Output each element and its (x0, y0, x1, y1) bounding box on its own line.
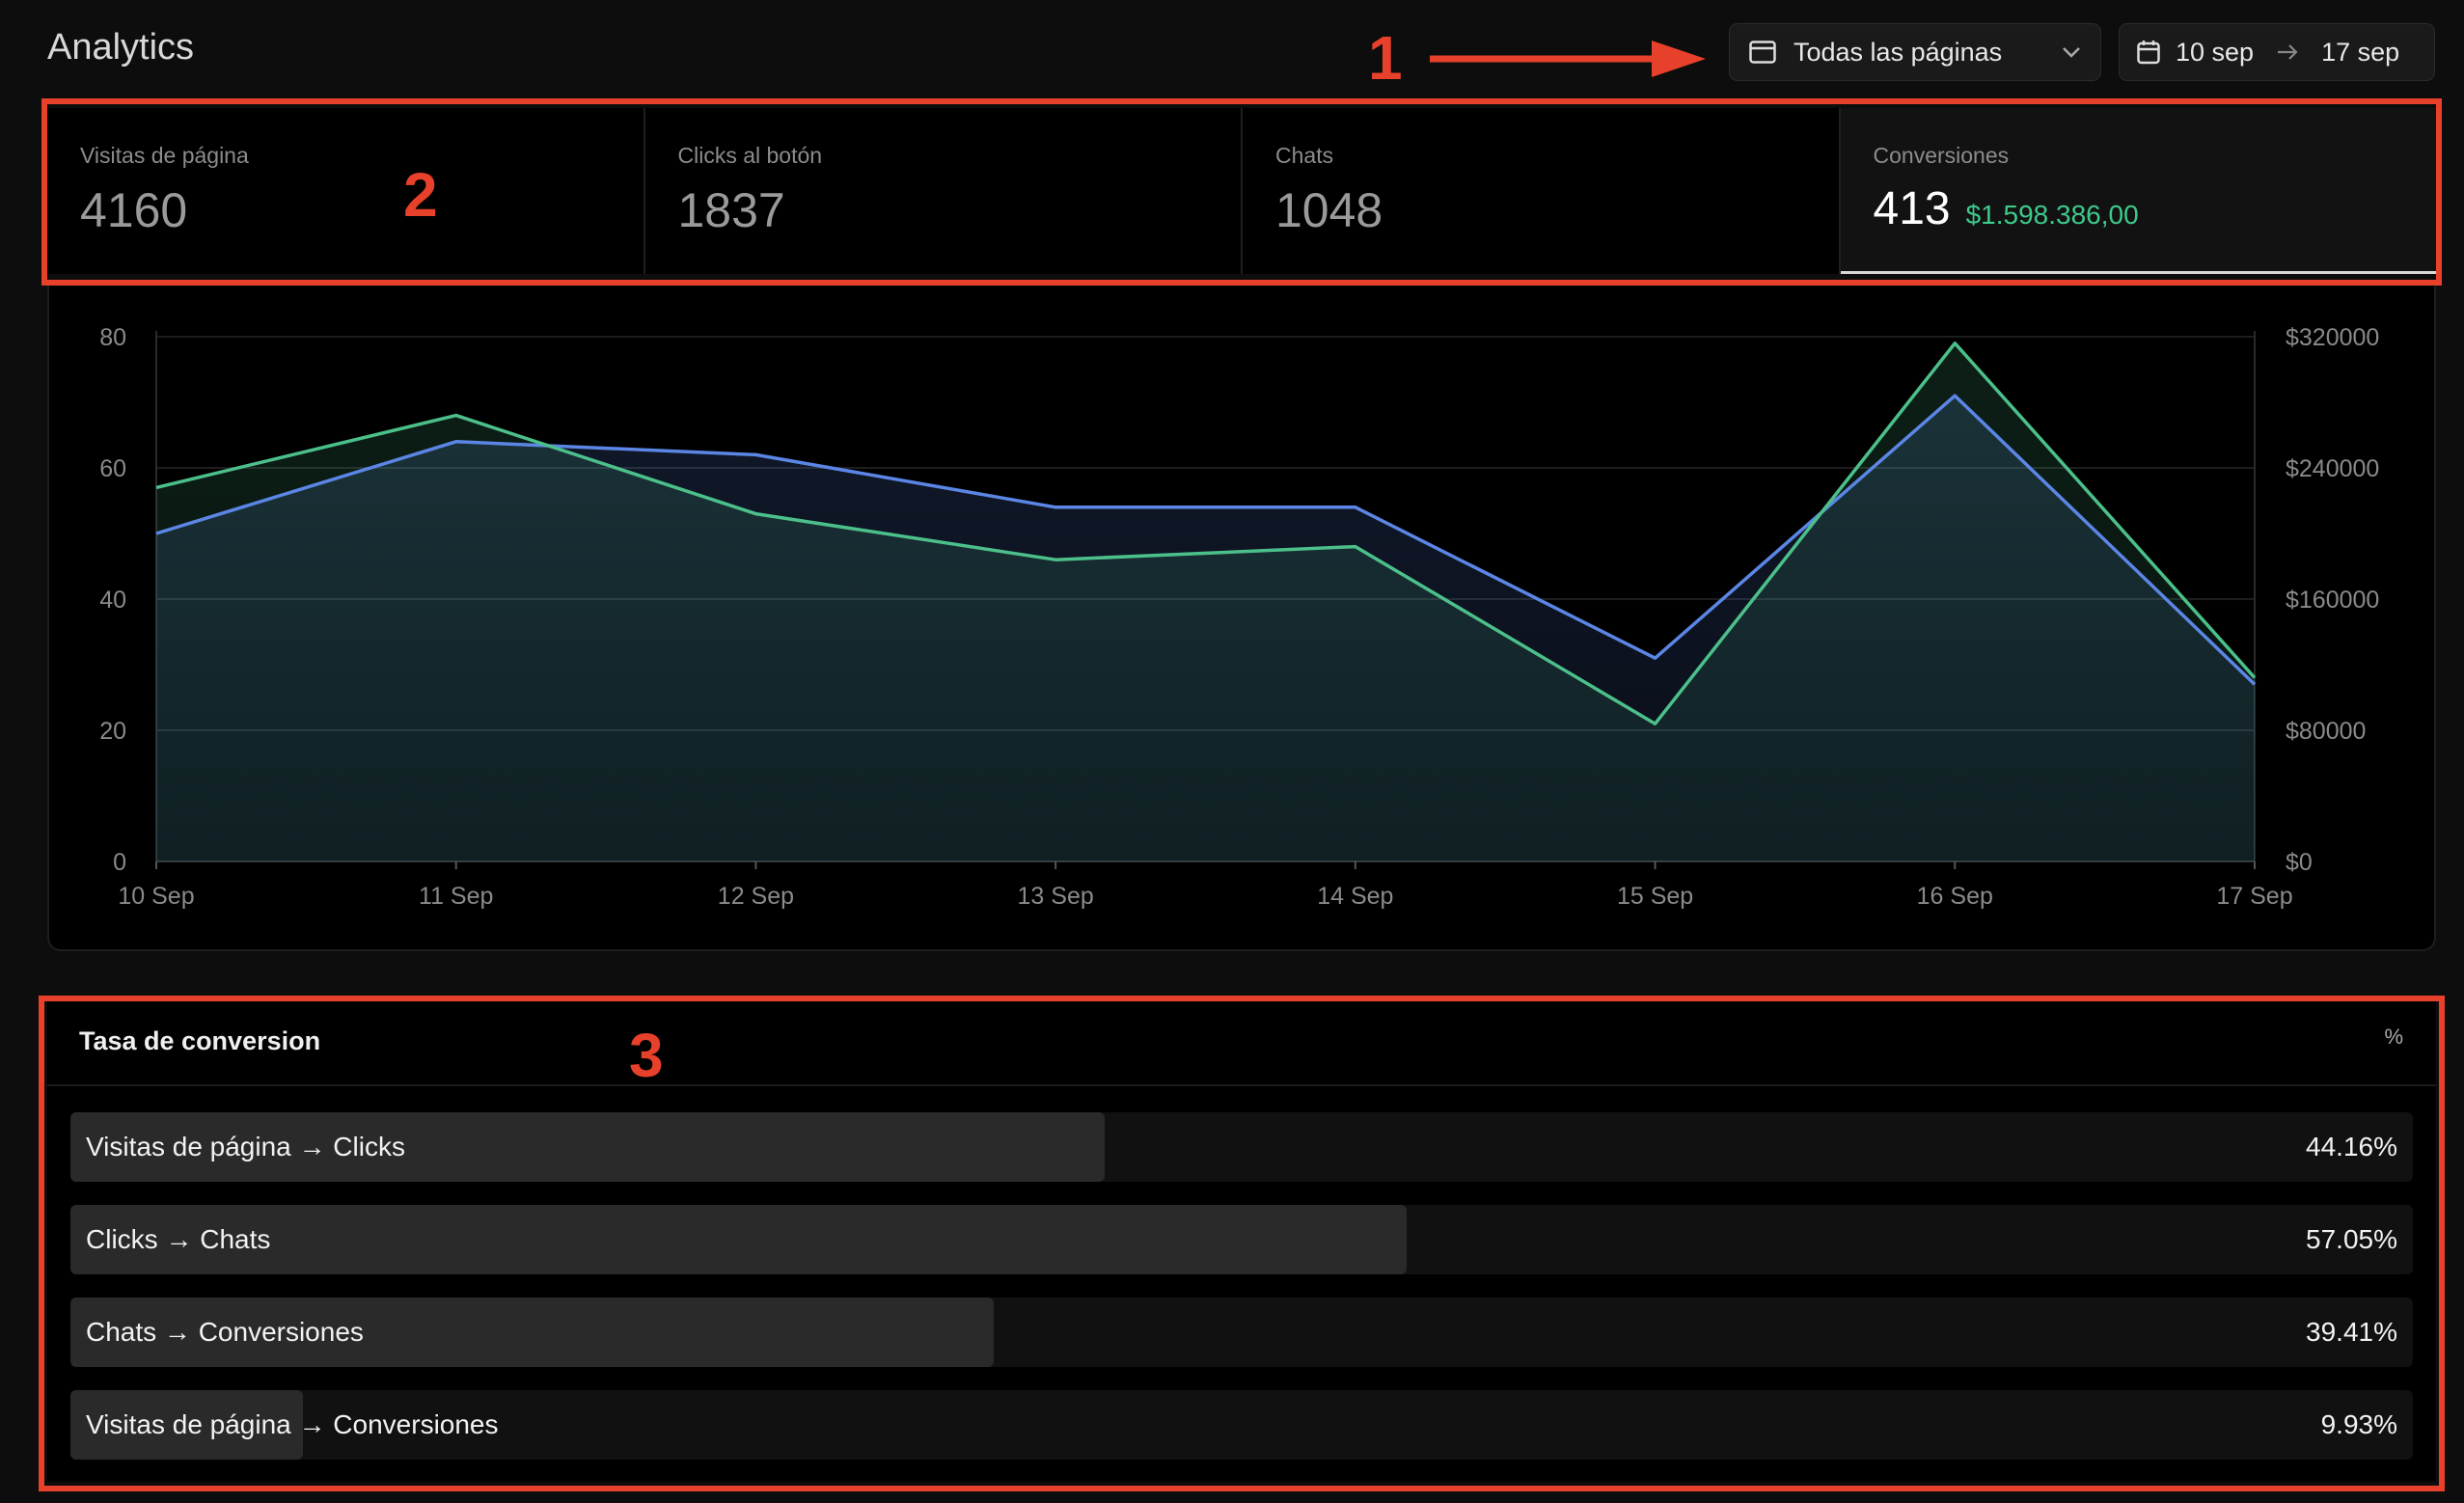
chevron-down-icon (2062, 46, 2081, 58)
conversion-title: Tasa de conversion (79, 1026, 321, 1055)
conversion-value: 57.05% (2306, 1224, 2397, 1254)
conversion-value: 9.93% (2320, 1409, 2397, 1439)
date-to: 17 sep (2321, 37, 2400, 67)
conversion-bar (70, 1298, 994, 1367)
y-left-tick-label: 80 (99, 324, 126, 351)
kpi-value: 4160 (80, 183, 188, 237)
y-right-tick-label: $240000 (2286, 455, 2379, 482)
y-left-tick-label: 0 (113, 849, 126, 876)
kpi-chats[interactable]: Chats 1048 (1243, 108, 1841, 274)
kpi-conversions[interactable]: Conversiones 413 $1.598.386,00 (1840, 108, 2436, 274)
kpi-value: 1837 (677, 183, 785, 237)
kpi-label: Clicks al botón (677, 143, 823, 168)
page-title: Analytics (47, 27, 195, 68)
kpi-value: 413 (1873, 183, 1951, 234)
conversion-row: Chats → Conversiones 39.41% (70, 1298, 2413, 1367)
x-tick-label: 16 Sep (1917, 883, 1993, 910)
x-tick-label: 17 Sep (2216, 883, 2292, 910)
conversion-label: Visitas de página → Conversiones (86, 1409, 499, 1439)
date-range-picker[interactable]: 10 sep 17 sep (2119, 23, 2435, 81)
conversion-label: Clicks → Chats (86, 1224, 271, 1254)
kpi-value-wrap: 413 $1.598.386,00 (1874, 182, 2406, 235)
x-tick-label: 12 Sep (718, 883, 794, 910)
x-tick-label: 13 Sep (1018, 883, 1094, 910)
y-left-tick-label: 20 (99, 718, 126, 745)
area-chart: 0 20 40 60 80 $0 $80000 $160000 $240000 $320000 10… (99, 324, 2379, 910)
kpi-money: $1.598.386,00 (1965, 200, 2139, 230)
conversion-row: Visitas de página → Clicks 44.16% (70, 1112, 2413, 1182)
kpi-label: Visitas de página (80, 143, 249, 168)
y-right-tick-label: $320000 (2286, 324, 2379, 351)
browser-icon (1749, 41, 1776, 64)
date-from: 10 sep (2176, 37, 2255, 67)
arrow-right-icon (2277, 43, 2298, 61)
conversion-row: Visitas de página → Conversiones 9.93% (70, 1390, 2413, 1460)
y-left-tick-label: 40 (99, 587, 126, 614)
conversion-row: Clicks → Chats 57.05% (70, 1205, 2413, 1274)
series-line (155, 394, 2257, 686)
annotation-arrow-icon (1428, 37, 1708, 86)
annotation-3-box (39, 996, 2445, 1491)
conversion-value: 39.41% (2306, 1317, 2397, 1347)
conversion-bar (70, 1112, 1106, 1182)
calendar-icon (2137, 40, 2160, 65)
conversion-label: Visitas de página → Clicks (86, 1132, 405, 1161)
y-right-tick-label: $160000 (2286, 587, 2379, 614)
kpi-button-clicks[interactable]: Clicks al botón 1837 (645, 108, 1243, 274)
divider (47, 1084, 2436, 1086)
y-right-tick-label: $0 (2286, 849, 2313, 876)
series-area (156, 342, 2255, 861)
kpi-label: Chats (1275, 143, 1334, 168)
pages-select[interactable]: Todas las páginas (1729, 23, 2101, 81)
conversion-unit: % (2384, 1025, 2403, 1049)
kpi-value: 1048 (1275, 183, 1383, 237)
conversion-value: 44.16% (2306, 1132, 2397, 1161)
annotation-2-box (41, 98, 2442, 286)
x-tick-label: 11 Sep (419, 883, 493, 910)
conversion-card: Tasa de conversion % Visitas de página →… (47, 999, 2436, 1482)
conversion-bar (70, 1205, 1408, 1274)
x-tick-label: 10 Sep (118, 883, 194, 910)
series-line (155, 342, 2257, 725)
y-left-tick-label: 60 (99, 455, 126, 482)
x-tick-label: 15 Sep (1617, 883, 1693, 910)
y-right-tick-label: $80000 (2286, 718, 2366, 745)
conversion-label: Chats → Conversiones (86, 1317, 364, 1347)
kpi-page-visits[interactable]: Visitas de página 4160 (47, 108, 645, 274)
chart-card: 0 20 40 60 80 $0 $80000 $160000 $240000 $320000 10… (47, 286, 2436, 951)
pages-select-label: Todas las páginas (1793, 37, 2003, 67)
conversion-bar (70, 1390, 304, 1460)
kpi-label: Conversiones (1873, 143, 2010, 168)
annotation-2-number: 2 (403, 160, 438, 230)
kpi-row: Visitas de página 4160 Clicks al botón 1… (47, 108, 2436, 274)
x-tick-label: 14 Sep (1317, 883, 1393, 910)
annotation-3-number: 3 (629, 1021, 664, 1090)
annotation-1-number: 1 (1368, 23, 1403, 93)
